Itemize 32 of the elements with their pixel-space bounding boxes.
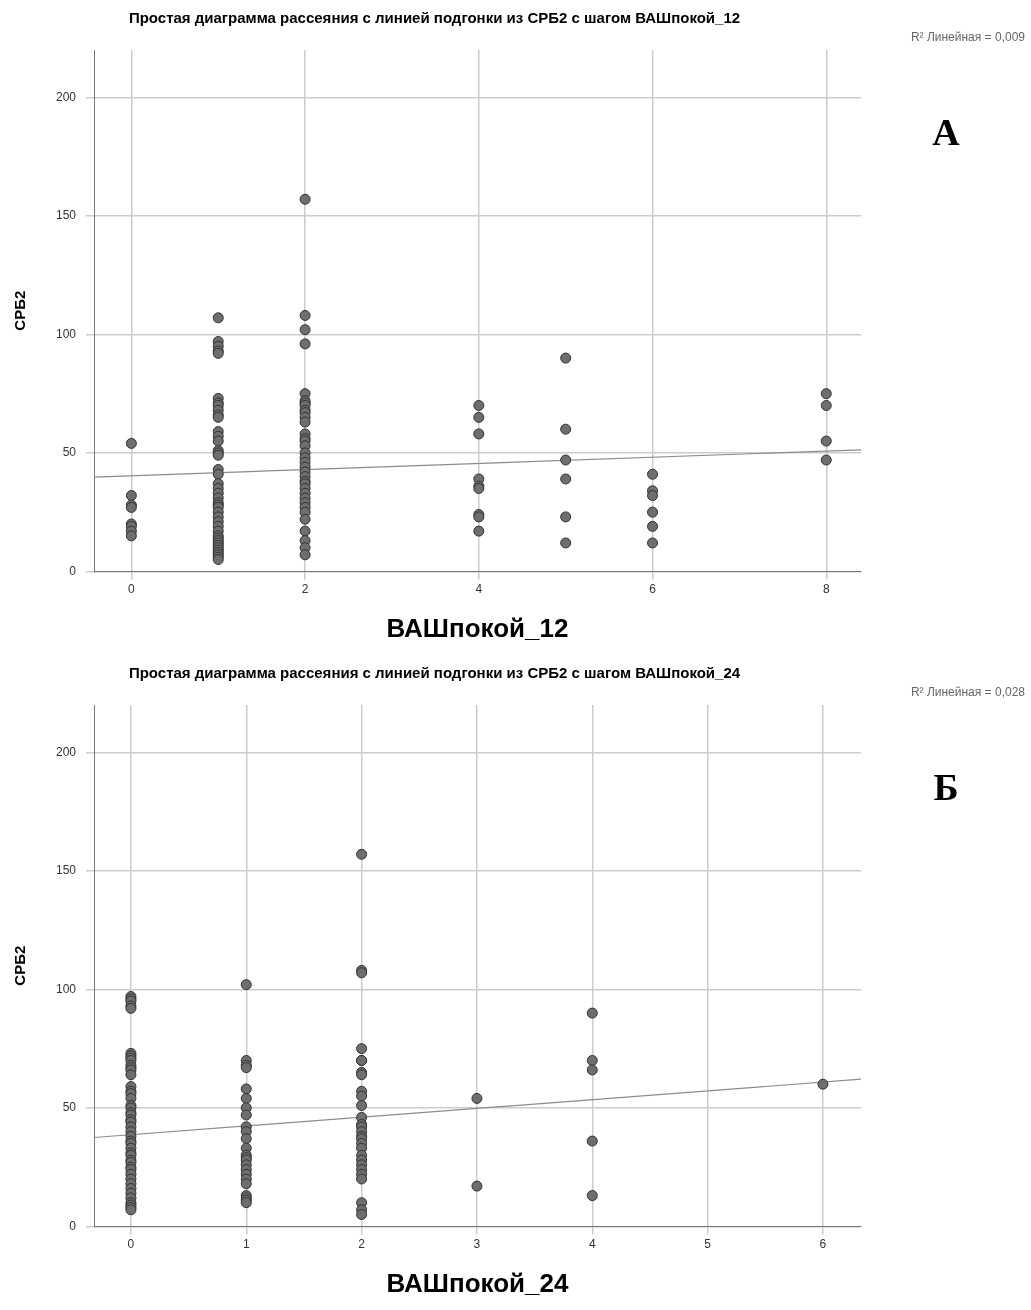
x-tick-label: 4	[475, 581, 483, 596]
x-tick-label: 2	[358, 1236, 366, 1251]
x-tick-label: 4	[588, 1236, 596, 1251]
x-tick-label: 0	[127, 1236, 135, 1251]
x-tick-label: 5	[704, 1236, 712, 1251]
x-tick-label: 1	[242, 1236, 250, 1251]
y-tick-label: 50	[62, 1100, 77, 1115]
x-axis-title: ВАШпокой_12	[386, 612, 569, 643]
x-tick-label: 8	[822, 581, 830, 596]
x-tick-label: 2	[301, 581, 309, 596]
chart-title: Простая диаграмма рассеяния с линией подгонки из СРБ2 с шагом ВАШпокой_12	[128, 9, 741, 27]
y-tick-label: 0	[69, 1218, 77, 1233]
y-tick-label: 200	[55, 89, 77, 104]
y-tick-label: 100	[55, 981, 77, 996]
text: R² Линейная = 0,009	[910, 30, 1026, 45]
y-axis-title: СРБ2	[11, 290, 29, 331]
text: Б	[933, 765, 959, 808]
y-tick-label: 150	[55, 863, 77, 878]
y-tick-label: 0	[69, 563, 77, 578]
y-tick-label: 150	[55, 208, 77, 223]
x-axis-title: ВАШпокой_24	[386, 1267, 569, 1298]
y-tick-label: 50	[62, 445, 77, 460]
y-tick-label: 100	[55, 326, 77, 341]
text: А	[932, 110, 961, 153]
chart-title: Простая диаграмма рассеяния с линией подгонки из СРБ2 с шагом ВАШпокой_24	[128, 664, 741, 682]
x-tick-label: 6	[649, 581, 657, 596]
text: R² Линейная = 0,028	[910, 685, 1026, 700]
x-tick-label: 3	[473, 1236, 481, 1251]
x-tick-label: 0	[128, 581, 136, 596]
x-tick-label: 6	[819, 1236, 827, 1251]
y-axis-title: СРБ2	[11, 945, 29, 986]
y-tick-label: 200	[55, 744, 77, 759]
